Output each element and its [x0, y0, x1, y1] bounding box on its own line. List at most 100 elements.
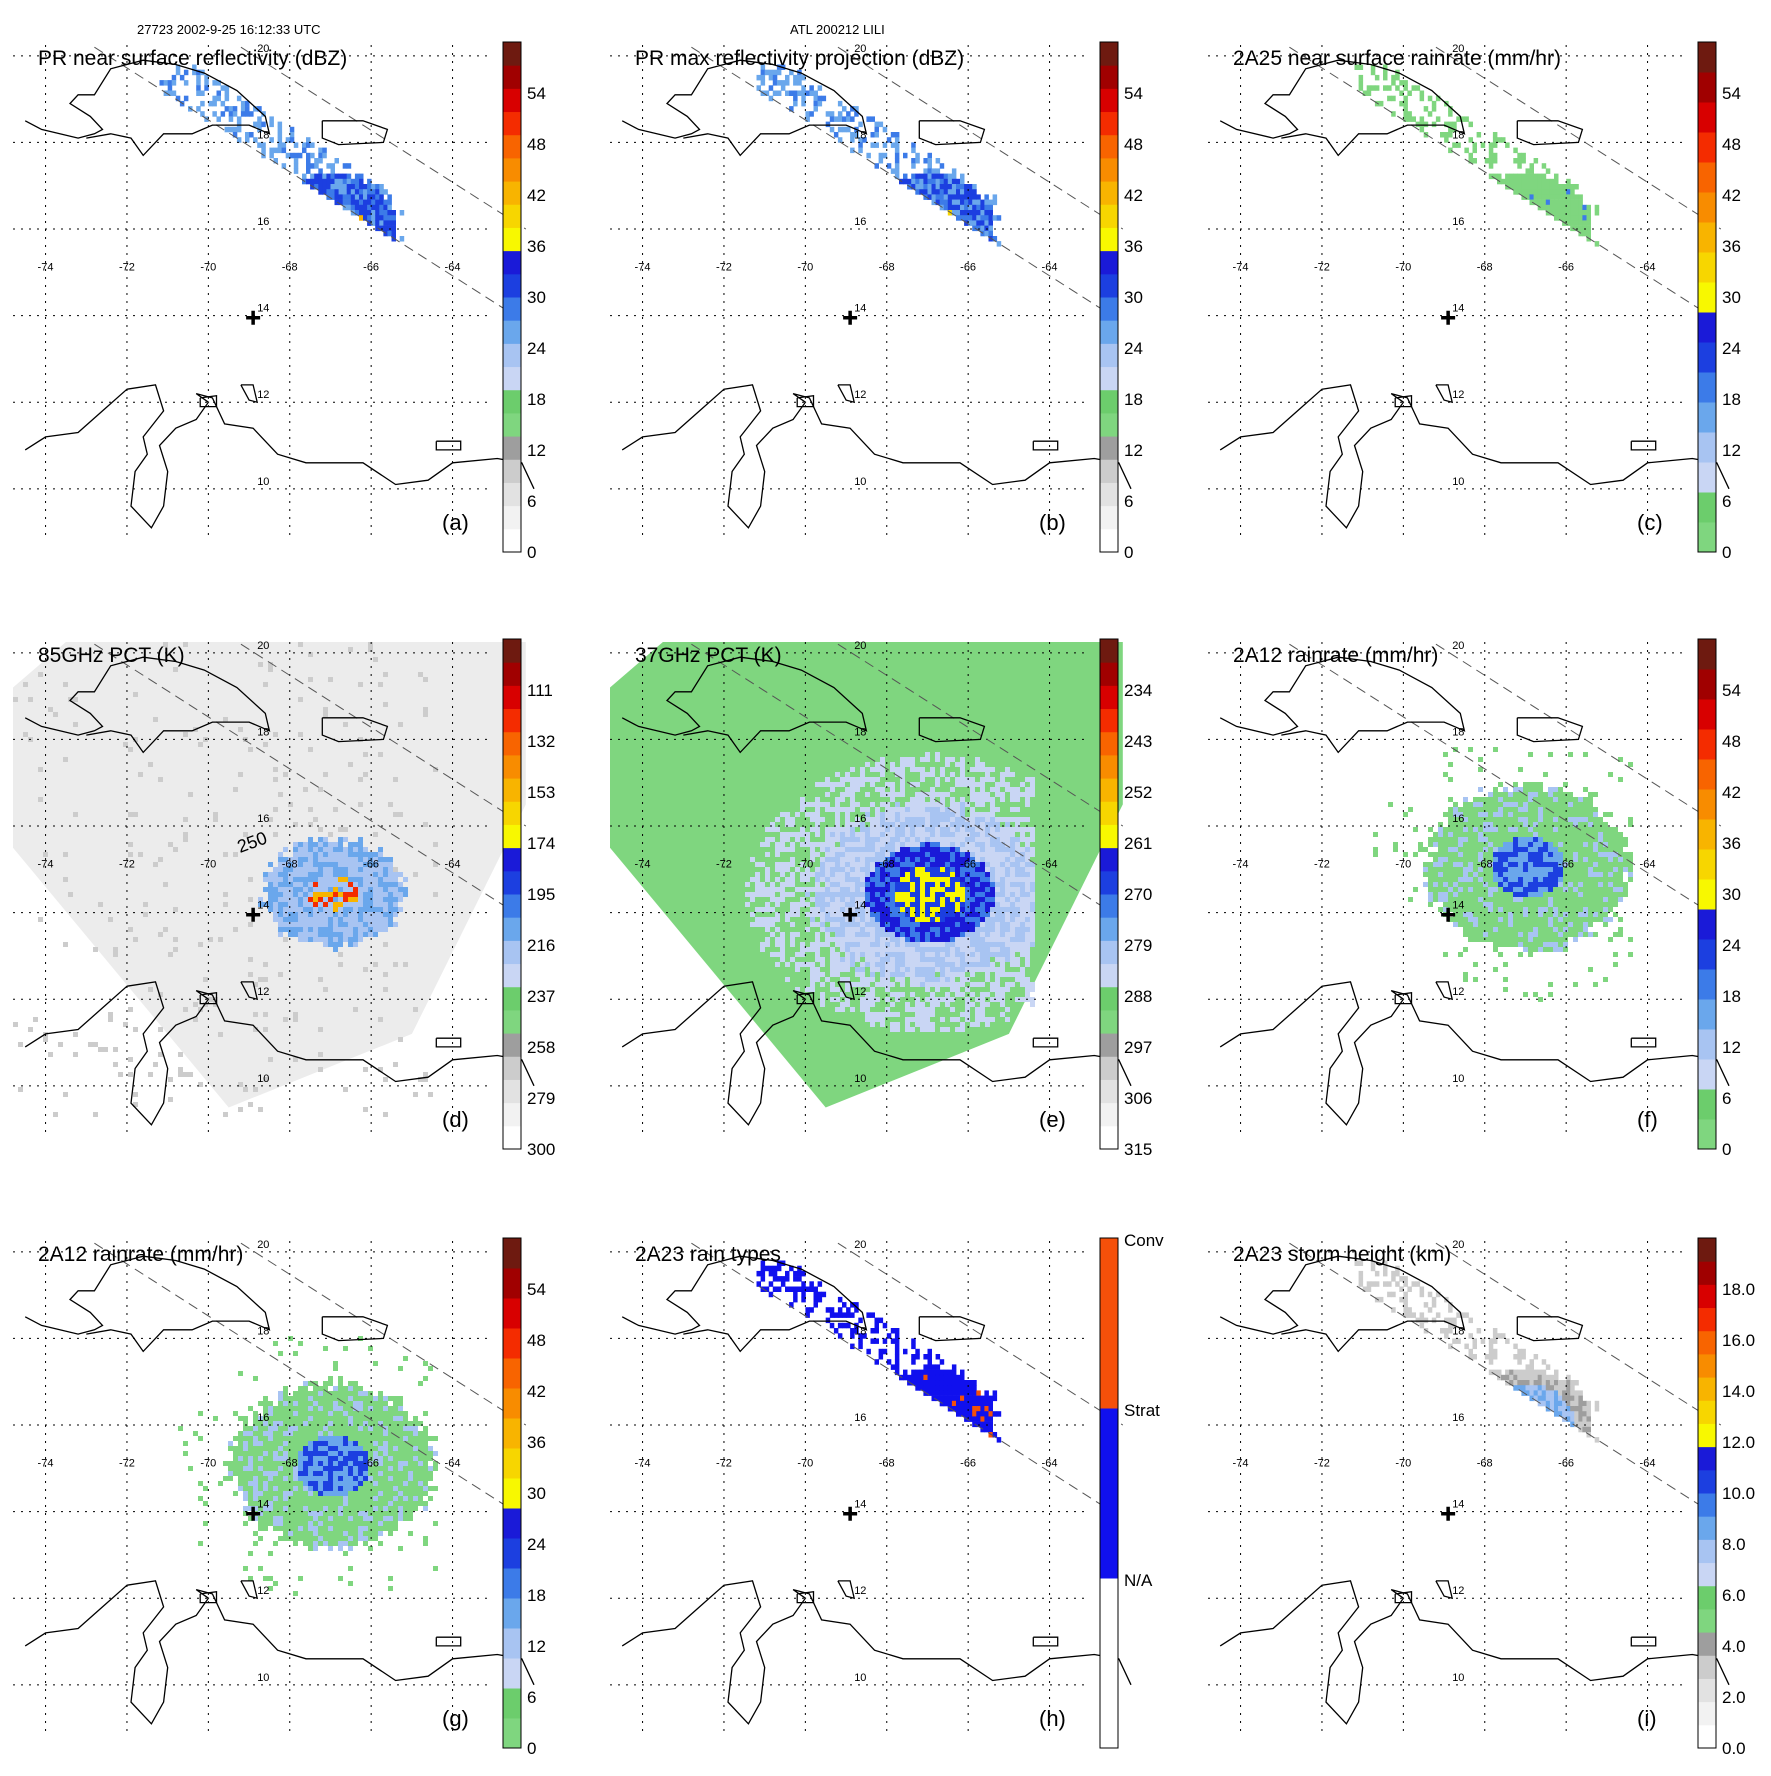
tb-pixel: [845, 897, 850, 902]
tb-pixel: [960, 797, 965, 802]
tb-pixel: [930, 952, 935, 957]
rain-pixel: [1443, 837, 1448, 842]
radar-pixel: [269, 116, 274, 122]
tb-pixel: [373, 927, 378, 932]
tb-pixel: [970, 897, 975, 902]
colorbar-tick-label: 270: [1124, 885, 1152, 904]
colorbar-tick-label: 195: [527, 885, 555, 904]
rain-pixel: [1578, 862, 1583, 867]
tb-pixel: [895, 817, 900, 822]
tb-pixel: [298, 872, 303, 877]
rain-pixel: [1508, 872, 1513, 877]
tb-pixel: [910, 762, 915, 767]
colorbar-swatch: [1100, 181, 1118, 205]
tb-pixel: [875, 847, 880, 852]
rain-pixel: [1563, 907, 1568, 912]
tb-pixel: [780, 952, 785, 957]
tb-pixel: [845, 777, 850, 782]
tb-pixel: [173, 667, 178, 672]
tb-pixel: [1015, 902, 1020, 907]
rain-pixel: [1508, 832, 1513, 837]
radar-pixel: [1582, 226, 1587, 232]
tb-pixel: [895, 812, 900, 817]
rain-pixel: [1438, 847, 1443, 852]
rain-pixel: [1478, 917, 1483, 922]
tb-pixel: [900, 842, 905, 847]
tb-pixel: [1005, 877, 1010, 882]
rain-pixel: [1608, 862, 1613, 867]
tb-pixel: [1000, 957, 1005, 962]
tb-pixel: [418, 672, 423, 677]
tb-pixel: [835, 957, 840, 962]
radar-pixel: [928, 194, 933, 200]
tb-pixel: [920, 882, 925, 887]
radar-pixel: [785, 75, 790, 81]
rain-pixel: [1423, 872, 1428, 877]
tb-pixel: [935, 862, 940, 867]
coastline: [1631, 441, 1655, 450]
tb-pixel: [970, 767, 975, 772]
tb-pixel: [353, 852, 358, 857]
tb-pixel: [323, 852, 328, 857]
rain-pixel: [1518, 797, 1523, 802]
rain-pixel: [1543, 902, 1548, 907]
radar-pixel: [1367, 85, 1372, 91]
tb-pixel: [765, 902, 770, 907]
tb-pixel: [303, 902, 308, 907]
tb-pixel: [915, 802, 920, 807]
tb-pixel: [950, 872, 955, 877]
tb-pixel: [1005, 1007, 1010, 1012]
tb-pixel: [323, 937, 328, 942]
tb-pixel: [935, 827, 940, 832]
tb-pixel: [985, 957, 990, 962]
rain-pixel: [1483, 827, 1488, 832]
tb-pixel: [940, 792, 945, 797]
radar-pixel: [984, 200, 989, 206]
tb-pixel: [1015, 867, 1020, 872]
tb-pixel: [775, 867, 780, 872]
tb-pixel: [23, 682, 28, 687]
tb-pixel: [835, 892, 840, 897]
radar-pixel: [1558, 205, 1563, 211]
tb-pixel: [885, 927, 890, 932]
tb-pixel: [298, 882, 303, 887]
rain-pixel: [1513, 892, 1518, 897]
radar-pixel: [1521, 189, 1526, 195]
rain-pixel: [1438, 887, 1443, 892]
tb-pixel: [990, 962, 995, 967]
rain-pixel: [1518, 932, 1523, 937]
radar-pixel: [1570, 210, 1575, 216]
radar-pixel: [1464, 116, 1469, 122]
tb-pixel: [790, 862, 795, 867]
radar-pixel: [229, 127, 234, 133]
tb-pixel: [940, 847, 945, 852]
radar-pixel: [858, 122, 863, 128]
tb-pixel: [113, 1062, 118, 1067]
tb-pixel: [1010, 772, 1015, 777]
tb-pixel: [975, 957, 980, 962]
rain-pixel: [1508, 827, 1513, 832]
tb-pixel: [855, 942, 860, 947]
tb-pixel: [880, 982, 885, 987]
colorbar-swatch: [1100, 709, 1118, 733]
tb-pixel: [780, 932, 785, 937]
tb-pixel: [925, 917, 930, 922]
tb-pixel: [133, 812, 138, 817]
tb-pixel: [980, 1002, 985, 1007]
radar-pixel: [781, 85, 786, 91]
rain-pixel: [1558, 947, 1563, 952]
tb-pixel: [263, 872, 268, 877]
rain-pixel: [1548, 812, 1553, 817]
tb-pixel: [855, 847, 860, 852]
tb-pixel: [263, 1027, 268, 1032]
rain-pixel: [1428, 852, 1433, 857]
tb-pixel: [383, 892, 388, 897]
tb-pixel: [845, 872, 850, 877]
tb-pixel: [328, 892, 333, 897]
rain-pixel: [1523, 807, 1528, 812]
radar-pixel: [359, 179, 364, 185]
tb-pixel: [970, 952, 975, 957]
rain-pixel: [1413, 827, 1418, 832]
tb-pixel: [910, 872, 915, 877]
tb-pixel: [1025, 932, 1030, 937]
